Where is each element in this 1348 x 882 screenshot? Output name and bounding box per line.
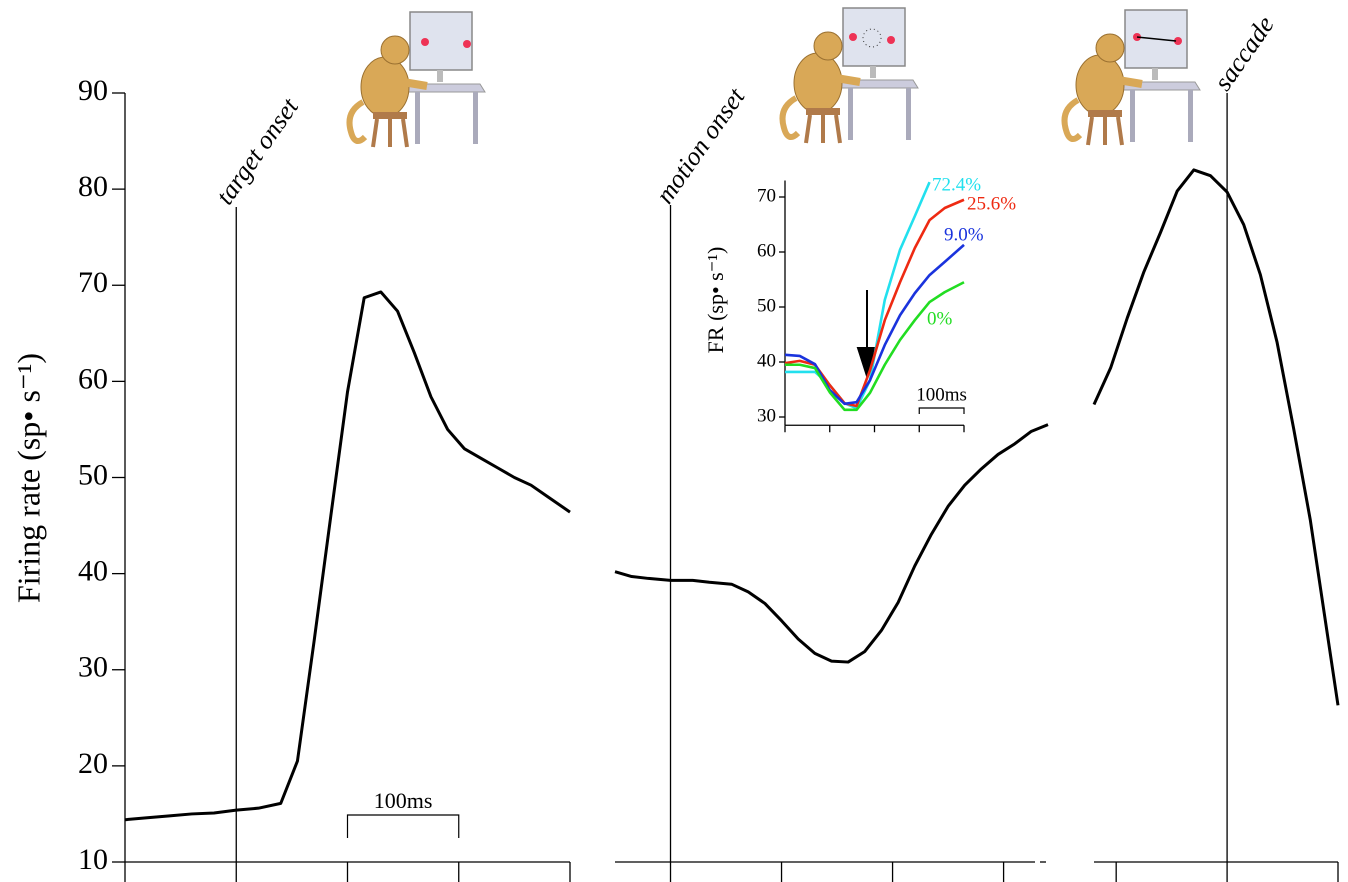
scale-bar-label: 100ms: [916, 384, 967, 405]
scale-bar: [348, 815, 459, 838]
y-tick-label: 50: [757, 295, 776, 316]
scale-bar: [919, 408, 964, 414]
y-tick-label: 60: [78, 362, 108, 395]
page: {"chart_data": [ {"type": "line", "ylabe…: [0, 0, 1348, 882]
task-icon: [350, 12, 486, 147]
line: [125, 292, 570, 820]
y-axis-label: Firing rate (sp• s⁻¹): [10, 353, 46, 603]
task-icon: [783, 8, 919, 143]
y-tick-label: 90: [78, 74, 108, 107]
target-dot: [887, 36, 895, 44]
series-label: 0%: [927, 308, 953, 329]
line: [785, 182, 930, 408]
y-tick-label: 80: [78, 170, 108, 203]
target-dot: [849, 33, 857, 41]
target-dot: [463, 40, 471, 48]
line: [615, 425, 1048, 662]
y-tick-label: 10: [78, 843, 108, 876]
y-tick-label: 60: [757, 240, 776, 261]
series-label: 25.6%: [967, 193, 1016, 214]
scale-bar-label: 100ms: [374, 788, 433, 813]
y-tick-label: 70: [78, 266, 108, 299]
event-label: target onset: [210, 92, 304, 210]
event-label: saccade: [1208, 11, 1280, 96]
line: [785, 200, 964, 406]
line: [1094, 170, 1338, 705]
y-tick-label: 40: [757, 350, 776, 371]
y-axis-label: FR (sp• s⁻¹): [703, 247, 728, 354]
y-tick-label: 40: [78, 555, 108, 588]
y-tick-label: 30: [757, 405, 776, 426]
task-icon: [1065, 10, 1201, 145]
series-label: 9.0%: [944, 224, 984, 245]
y-tick-label: 70: [757, 185, 776, 206]
y-tick-label: 30: [78, 651, 108, 684]
event-label: motion onset: [650, 82, 751, 209]
y-tick-label: 20: [78, 747, 108, 780]
target-dot: [421, 38, 429, 46]
y-tick-label: 50: [78, 458, 108, 491]
figure: 10 20 30 40 50 60 70 80 90 Firing rate (sp• s⁻¹) t…: [0, 0, 1348, 882]
series-label: 72.4%: [932, 174, 981, 195]
